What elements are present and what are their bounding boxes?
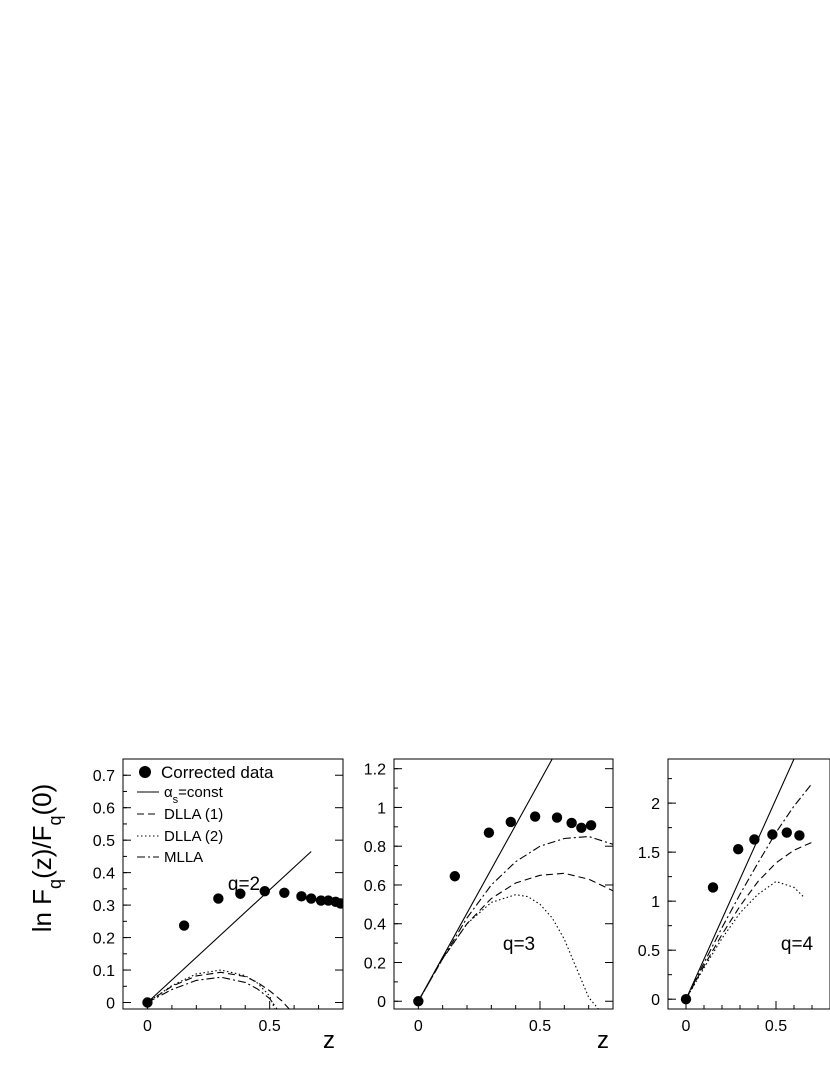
legend-label: DLLA (2) xyxy=(164,828,223,845)
plot-frame xyxy=(393,758,614,1010)
data-point xyxy=(315,895,327,906)
y-tick-label: 0.5 xyxy=(93,833,115,850)
x-tick-label: 0.5 xyxy=(259,1018,281,1035)
x-tick-label: 0 xyxy=(143,1018,152,1035)
data-point xyxy=(781,827,792,838)
data-point xyxy=(306,893,317,904)
y-tick-label: 0.4 xyxy=(364,917,386,934)
y-tick-label: 2 xyxy=(651,796,660,813)
data-point xyxy=(529,811,541,822)
y-tick-label: 1 xyxy=(377,800,386,817)
data-point xyxy=(279,887,290,898)
panel-q4: 0 0.5 1 1.5 2 0 0.5 q=4 xyxy=(638,758,830,1035)
x-axis-label: z xyxy=(597,1027,609,1054)
data-point xyxy=(178,920,190,931)
curves xyxy=(413,759,613,1009)
data-point xyxy=(335,898,343,909)
series-solid xyxy=(685,759,795,1000)
curves xyxy=(680,759,813,1005)
data-point xyxy=(505,816,516,828)
data-point xyxy=(794,830,805,841)
x-tick-label: 0.5 xyxy=(529,1018,551,1035)
data-point xyxy=(767,829,778,840)
legend-marker xyxy=(139,766,151,778)
x-tick-label: 0.5 xyxy=(765,1018,787,1035)
plot-frame xyxy=(667,758,830,1010)
data-point xyxy=(585,820,597,831)
data-point xyxy=(576,822,587,833)
data-point xyxy=(680,993,692,1005)
plot-frame xyxy=(122,758,344,1010)
series-dashdot xyxy=(417,835,613,1002)
y-tick-label: 0.4 xyxy=(93,866,115,883)
series-dashdot xyxy=(147,976,278,1009)
x-tick-label: 0 xyxy=(414,1018,423,1035)
series-solid xyxy=(147,851,312,1003)
data-point xyxy=(413,996,424,1007)
data-point xyxy=(235,888,246,899)
data-point xyxy=(259,885,270,897)
legend-label: MLLA xyxy=(164,849,203,866)
legend-label: Corrected data xyxy=(161,763,274,782)
curves xyxy=(142,851,343,1009)
x-axis-label: z xyxy=(323,1027,335,1054)
y-tick-label: 0.3 xyxy=(93,898,115,915)
y-tick-label: 0.6 xyxy=(364,878,386,895)
y-tick-label: 0.2 xyxy=(93,931,115,948)
legend-label: DLLA (1) xyxy=(164,806,223,823)
data-point xyxy=(749,834,760,845)
y-tick-label: 1 xyxy=(651,894,660,911)
data-point xyxy=(707,882,719,893)
panel-q2: 0 0.1 0.2 0.3 0.4 0.5 0.6 0.7 0 0.5 z q=2 xyxy=(93,758,344,1054)
legend-label: αs=const xyxy=(164,784,224,806)
y-axis-label: ln Fq(z)/Fq(0) xyxy=(27,784,65,933)
y-tick-label: 1.2 xyxy=(364,762,386,779)
panel-q3: 0 0.2 0.4 0.6 0.8 1 1.2 0 0.5 z q=3 xyxy=(364,758,614,1054)
y-tick-label: 0.7 xyxy=(93,768,115,785)
panel-annotation: q=4 xyxy=(781,934,814,955)
series-dashed xyxy=(685,841,813,1000)
data-point xyxy=(733,843,744,855)
data-point xyxy=(551,812,563,823)
y-tick-label: 0.2 xyxy=(364,955,386,972)
y-tick-label: 0 xyxy=(377,994,386,1011)
data-point xyxy=(566,817,577,829)
series-dashed xyxy=(147,971,290,1009)
data-point xyxy=(213,893,224,904)
data-point xyxy=(449,871,461,882)
y-tick-label: 0.8 xyxy=(364,839,386,856)
y-tick-label: 0 xyxy=(106,996,115,1013)
data-point xyxy=(483,827,495,838)
data-point xyxy=(142,997,153,1008)
panel-annotation: q=2 xyxy=(228,874,260,895)
y-tick-label: 0.6 xyxy=(93,801,115,818)
x-tick-label: 0 xyxy=(682,1018,691,1035)
series-dashed xyxy=(417,872,613,1002)
y-tick-label: 0 xyxy=(651,992,660,1009)
y-tick-label: 0.5 xyxy=(638,943,660,960)
data-point xyxy=(296,891,307,902)
y-tick-label: 1.5 xyxy=(638,845,660,862)
y-tick-label: 0.1 xyxy=(93,963,115,980)
series-solid xyxy=(417,759,553,1002)
panel-annotation: q=3 xyxy=(503,934,535,955)
series-dotted xyxy=(417,894,599,1009)
